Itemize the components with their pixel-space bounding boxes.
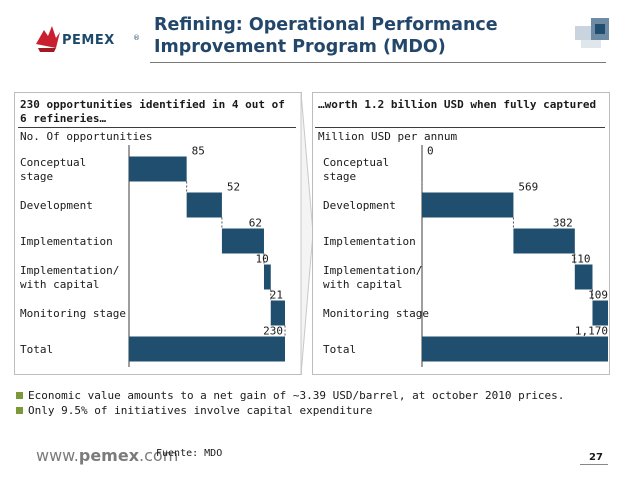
bar [422,336,608,362]
panel-arrow [300,92,314,375]
data-label: 62 [249,217,262,230]
page-title: Refining: Operational Performance Improv… [154,14,574,58]
bar [129,336,285,362]
bar [263,264,271,290]
bar [422,192,514,218]
bullet-text: Only 9.5% of initiatives involve capital… [28,404,373,417]
data-label: 1,170 [575,325,608,338]
page-number: 27 [589,452,603,463]
title-line-2: Improvement Program (MDO) [154,37,446,57]
data-label: 21 [270,289,283,302]
left-panel-rule [18,127,296,128]
bar [574,264,593,290]
category-label: Implementation [20,235,113,248]
cube-icon [575,18,609,48]
category-label: Implementation/with capital [20,264,119,291]
data-label: 110 [571,253,591,266]
bullet-square-icon [16,392,23,399]
eagle-icon [36,26,60,52]
category-label: Implementation/with capital [323,264,422,291]
data-label: 52 [227,181,240,194]
right-unit-label: Million USD per annum [318,130,458,143]
bar [513,228,575,254]
data-label: 382 [553,217,573,230]
url-prefix: www. [36,446,79,465]
opportunities-waterfall-chart: Conceptual stage 85 Development 52 Implementa… [20,145,286,367]
right-panel-rule [315,127,605,128]
bullet-item: Economic value amounts to a net gain of … [16,388,564,403]
value-waterfall-chart: Conceptual stage 0 Development 569 Implementa… [323,145,608,367]
data-label: 569 [518,181,538,194]
category-label: Monitoring stage [20,307,126,320]
bar [221,228,264,254]
logo-registered-mark: ® [133,34,140,42]
bullet-list: Economic value amounts to a net gain of … [16,388,564,418]
bar [592,300,608,326]
data-label: 10 [256,253,269,266]
bullet-square-icon [16,407,23,414]
category-label: Conceptual stage [323,156,389,183]
data-label: 109 [588,289,608,302]
bullet-item: Only 9.5% of initiatives involve capital… [16,403,564,418]
data-label: 85 [192,145,205,158]
data-label: 230 [263,325,283,338]
category-label: Development [323,199,396,212]
footer-website-link[interactable]: www.pemex.com [36,446,178,465]
category-label: Total [20,343,53,356]
right-panel-title: …worth 1.2 billion USD when fully captur… [318,98,597,111]
url-suffix: .com [139,446,179,465]
url-brand: pemex [78,446,140,465]
category-label: Development [20,199,93,212]
source-note: Fuente: MDO [156,448,223,459]
data-label: 0 [427,145,434,158]
logo-wordmark: PEMEX [62,33,115,48]
category-label: Total [323,343,356,356]
title-divider [150,62,606,63]
bar [270,300,285,326]
category-label: Implementation [323,235,416,248]
left-unit-label: No. Of opportunities [20,130,153,143]
pemex-logo [36,26,60,52]
bullet-text: Economic value amounts to a net gain of … [28,389,565,402]
page-number-rule [580,464,608,465]
bar [129,156,187,182]
left-panel-title: 230 opportunities identified in 4 out of… [20,98,285,125]
category-label: Monitoring stage [323,307,429,320]
title-line-1: Refining: Operational Performance [154,15,498,35]
bar [186,192,222,218]
category-label: Conceptual stage [20,156,86,183]
